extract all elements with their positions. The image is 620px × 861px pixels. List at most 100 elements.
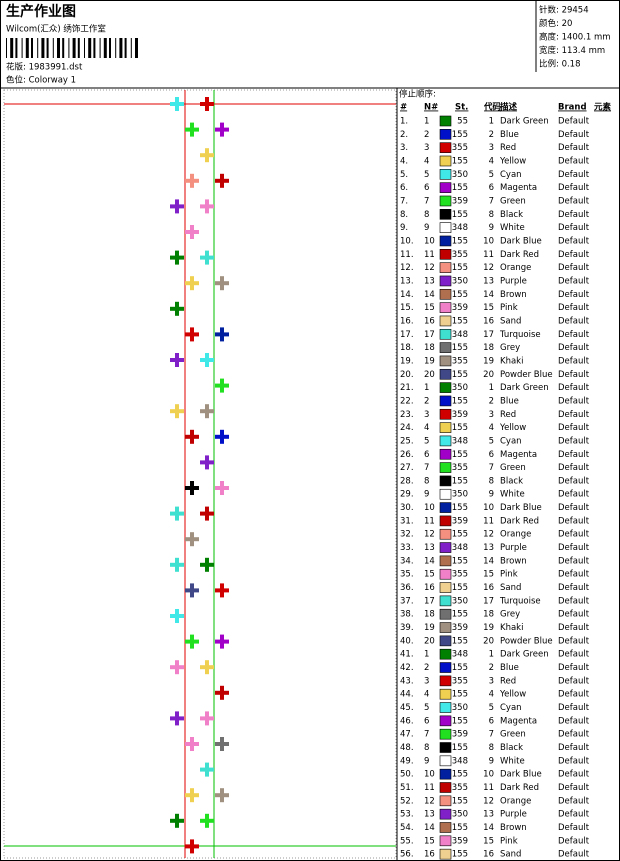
swatch	[439, 209, 452, 220]
motif	[190, 429, 194, 444]
motif	[205, 455, 209, 470]
code: 17	[483, 330, 494, 340]
code: 6	[489, 183, 494, 193]
needle: 6	[424, 183, 429, 193]
code: 13	[483, 543, 494, 553]
brand: Default	[558, 410, 590, 420]
brand: Default	[558, 623, 590, 633]
brand: Default	[558, 783, 590, 793]
needle: 6	[424, 450, 429, 460]
needle: 18	[424, 343, 435, 353]
brand: Default	[558, 130, 590, 140]
swatch	[439, 742, 452, 753]
row-number: 7.	[400, 196, 408, 206]
description: Dark Blue	[500, 770, 542, 780]
needle: 4	[424, 156, 429, 166]
needle: 14	[424, 290, 435, 300]
column-header: 描述	[500, 102, 518, 113]
swatch	[439, 222, 452, 233]
stitch: 155	[452, 663, 468, 673]
needle: 8	[424, 743, 429, 753]
code: 4	[489, 690, 494, 700]
code: 3	[489, 676, 494, 686]
code: 18	[483, 610, 494, 620]
swatch	[439, 702, 452, 713]
swatch	[439, 435, 452, 447]
needle: 20	[424, 636, 435, 646]
code: 7	[489, 196, 494, 206]
needle: 10	[424, 770, 435, 780]
stitch: 359	[452, 516, 468, 526]
row-number: 56.	[400, 850, 414, 860]
stitch: 155	[452, 423, 468, 433]
stitch: 155	[452, 343, 468, 353]
needle: 5	[424, 436, 429, 446]
brand: Default	[558, 596, 590, 606]
swatch	[439, 142, 452, 153]
brand: Default	[558, 503, 590, 513]
code: 14	[483, 823, 494, 833]
stitch: 359	[452, 196, 468, 206]
row-number: 52.	[400, 796, 414, 806]
motif	[175, 506, 179, 521]
code: 10	[483, 770, 494, 780]
needle: 10	[424, 236, 435, 246]
brand: Default	[558, 450, 590, 460]
needle: 19	[424, 623, 435, 633]
needle: 14	[424, 556, 435, 566]
code: 15	[483, 570, 494, 580]
needle: 16	[424, 316, 435, 326]
brand: Default	[558, 556, 590, 566]
swatch	[439, 515, 452, 527]
code: 8	[489, 476, 494, 486]
needle: 14	[424, 823, 435, 833]
stitch: 155	[452, 316, 468, 326]
row-number: 26.	[400, 450, 414, 460]
needle: 17	[424, 330, 435, 340]
row-number: 33.	[400, 543, 414, 553]
code: 8	[489, 210, 494, 220]
needle: 11	[424, 783, 435, 793]
description: Dark Red	[500, 250, 539, 260]
motif	[205, 557, 209, 572]
code: 14	[483, 556, 494, 566]
code: 15	[483, 303, 494, 313]
description: Red	[500, 143, 516, 153]
stitch: 350	[452, 703, 468, 713]
barcode-bar	[37, 38, 39, 58]
brand: Default	[558, 823, 590, 833]
swatch	[439, 195, 452, 207]
motif	[175, 301, 179, 316]
swatch	[439, 728, 452, 740]
stitch: 155	[452, 476, 468, 486]
brand: Default	[558, 290, 590, 300]
barcode-bar	[84, 38, 85, 58]
needle: 1	[424, 117, 429, 127]
description: Brown	[500, 556, 527, 566]
stitch: 359	[452, 303, 468, 313]
needle: 3	[424, 676, 429, 686]
swatch	[439, 342, 452, 353]
motif	[175, 250, 179, 265]
row-number: 10.	[400, 236, 414, 246]
code: 2	[489, 663, 494, 673]
stitch: 355	[452, 570, 468, 580]
stitch: 155	[452, 690, 468, 700]
row-number: 41.	[400, 650, 414, 660]
stitch: 348	[452, 756, 468, 766]
description: Orange	[500, 796, 531, 806]
swatch	[439, 768, 452, 780]
stitch: 155	[452, 263, 468, 273]
brand: Default	[558, 436, 590, 446]
description: Black	[500, 476, 523, 486]
needle: 12	[424, 263, 435, 273]
description: White	[500, 756, 525, 766]
brand: Default	[558, 690, 590, 700]
brand: Default	[558, 476, 590, 486]
row-number: 11.	[400, 250, 414, 260]
row-number: 50.	[400, 770, 414, 780]
motif	[190, 788, 194, 803]
code: 1	[489, 650, 494, 660]
swatch	[439, 808, 452, 820]
swatch	[439, 475, 452, 487]
